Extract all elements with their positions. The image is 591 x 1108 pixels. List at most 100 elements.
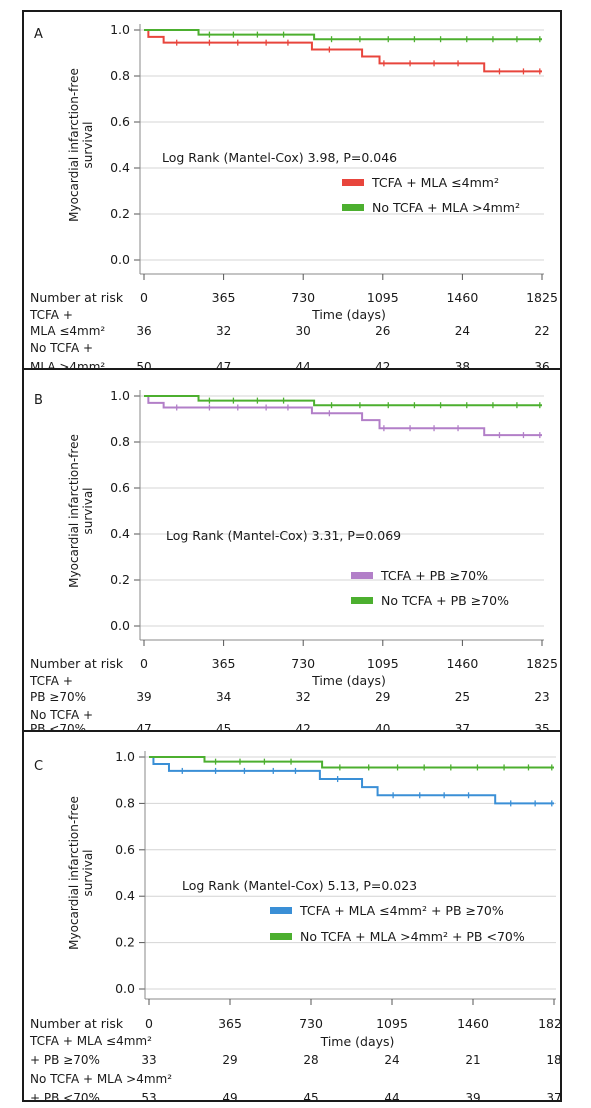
y-tick-label: 1.0 [115,749,135,764]
y-tick-label: 0.4 [115,888,135,903]
risk-row-label: + PB ≥70% [30,1053,100,1067]
x-tick-label: 0 [140,290,148,305]
km-curve-series-1 [149,756,554,805]
risk-row-label: No TCFA + [30,341,93,355]
y-tick-label: 0.2 [110,572,130,587]
risk-count: 33 [141,1053,156,1067]
risk-count: 44 [296,360,311,368]
y-axis-label-line2: survival [81,849,95,896]
risk-count: 23 [534,690,549,704]
risk-count: 21 [465,1053,480,1067]
risk-count: 25 [455,690,470,704]
number-at-risk-label: Number at risk [30,1016,124,1031]
risk-row-label: TCFA + MLA ≤4mm² [29,1034,152,1048]
y-tick-label: 0.4 [110,526,130,541]
risk-row-label: No TCFA + [30,708,93,722]
log-rank-annotation: Log Rank (Mantel-Cox) 5.13, P=0.023 [182,878,417,893]
x-tick-label: 1095 [367,656,399,671]
x-tick-label: 0 [140,656,148,671]
risk-row-label: PB <70% [30,722,86,730]
risk-count: 49 [222,1091,237,1100]
risk-row-label: TCFA + [29,308,73,322]
legend-swatch [342,179,364,186]
y-tick-label: 1.0 [110,388,130,403]
km-curve-series-1 [144,395,542,437]
x-tick-label: 0 [145,1016,153,1031]
risk-count: 35 [534,722,549,730]
risk-row-label: TCFA + [29,674,73,688]
y-tick-label: 0.6 [110,114,130,129]
panel-letter: A [34,27,43,42]
y-tick-label: 0.6 [110,480,130,495]
legend-swatch [342,204,364,211]
y-tick-label: 1.0 [110,22,130,37]
legend-swatch [351,572,373,579]
y-axis-label-line2: survival [81,121,95,168]
panel-c: C 0.0 0.2 0.4 0.6 0.8 1.0 0 365 730 1095 1460 1825 Ti… [22,730,570,1105]
km-curve-series-2 [149,756,554,769]
x-tick-label: 365 [218,1016,242,1031]
risk-count: 26 [375,324,390,338]
legend-swatch [270,933,292,940]
panel-c-chart: C 0.0 0.2 0.4 0.6 0.8 1.0 0 365 730 1095 1460 1825 Ti… [29,749,570,1105]
y-tick-label: 0.0 [110,252,130,267]
y-tick-label: 0.8 [110,68,130,83]
y-axis-label-line2: survival [81,487,95,534]
risk-count: 34 [216,690,231,704]
risk-count: 32 [216,324,231,338]
y-tick-label: 0.0 [110,618,130,633]
risk-count: 39 [465,1091,480,1100]
risk-count: 47 [136,722,151,730]
y-tick-label: 0.0 [115,981,135,996]
risk-count: 53 [141,1091,156,1100]
legend-swatch [270,907,292,914]
risk-row-label: MLA >4mm² [30,360,105,368]
risk-count: 37 [546,1091,560,1100]
risk-count: 47 [216,360,231,368]
km-curve-series-1 [144,29,542,73]
legend-label: No TCFA + PB ≥70% [381,593,509,608]
x-axis-label: Time (days) [311,673,386,688]
risk-count: 29 [375,690,390,704]
panel-b: B 0.0 0.2 0.4 0.6 0.8 1.0 0 365 730 1095 1460 1825 Ti… [22,368,562,736]
x-tick-label: 1095 [367,290,399,305]
panel-a: A 0.0 0.2 0.4 0.6 0.8 1.0 0 365 730 1095 1460 1825 Ti… [22,10,562,374]
x-axis-label: Time (days) [320,1034,395,1049]
risk-row-label: No TCFA + MLA >4mm² [30,1072,172,1086]
panel-a-chart: A 0.0 0.2 0.4 0.6 0.8 1.0 0 365 730 1095 1460 1825 Ti… [29,22,558,374]
y-tick-label: 0.8 [110,434,130,449]
log-rank-annotation: Log Rank (Mantel-Cox) 3.31, P=0.069 [166,528,401,543]
x-axis-label: Time (days) [311,307,386,322]
risk-count: 24 [455,324,470,338]
x-tick-label: 365 [212,290,236,305]
y-axis-label: Myocardial infarction-free [67,796,81,950]
risk-count: 32 [296,690,311,704]
km-curve-series-2 [144,395,542,407]
y-tick-label: 0.2 [115,935,135,950]
legend-label: TCFA + MLA ≤4mm² [371,175,499,190]
panel-b-chart: B 0.0 0.2 0.4 0.6 0.8 1.0 0 365 730 1095 1460 1825 Ti… [29,388,558,736]
risk-count: 36 [136,324,151,338]
x-tick-label: 1825 [526,656,558,671]
risk-count: 28 [303,1053,318,1067]
risk-count: 18 [546,1053,560,1067]
legend-label: No TCFA + MLA >4mm² + PB <70% [300,929,525,944]
risk-count: 36 [534,360,549,368]
x-tick-label: 1095 [376,1016,408,1031]
km-curve-series-2 [144,29,542,41]
risk-count: 30 [296,324,311,338]
x-tick-label: 1460 [446,656,478,671]
risk-count: 45 [303,1091,318,1100]
x-tick-label: 1460 [446,290,478,305]
number-at-risk-label: Number at risk [30,290,124,305]
x-tick-label: 1825 [538,1016,560,1031]
risk-count: 44 [384,1091,399,1100]
panel-letter: C [34,759,43,774]
number-at-risk-label: Number at risk [30,656,124,671]
risk-count: 29 [222,1053,237,1067]
x-tick-label: 365 [212,656,236,671]
y-tick-label: 0.8 [115,795,135,810]
x-tick-label: 730 [291,656,315,671]
x-tick-label: 1460 [457,1016,489,1031]
